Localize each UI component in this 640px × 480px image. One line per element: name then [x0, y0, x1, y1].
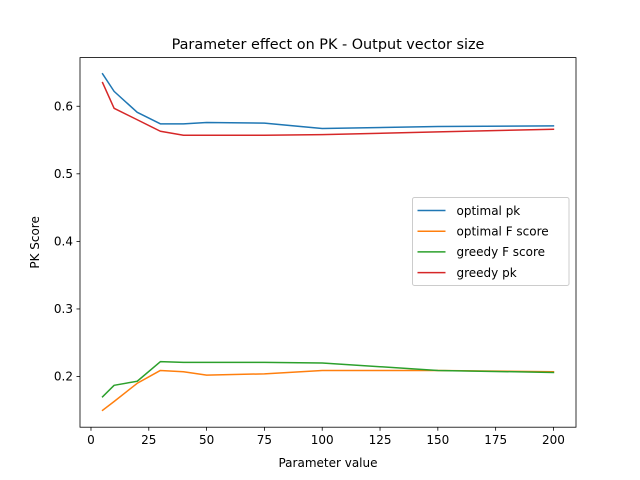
series-line-optimal-f-score — [101, 369, 555, 412]
x-tick-label: 25 — [141, 433, 156, 447]
x-axis-label: Parameter value — [278, 456, 377, 470]
x-tick-label: 50 — [199, 433, 214, 447]
legend-label: greedy pk — [457, 266, 517, 280]
series-line-greedy-f-score — [101, 360, 555, 398]
x-tick-label: 125 — [369, 433, 392, 447]
x-tick-label: 175 — [484, 433, 507, 447]
legend-label: greedy F score — [457, 245, 546, 259]
x-axis: 0 25 50 75 100 125 150 175 200 — [87, 427, 565, 447]
y-axis: 0.2 0.3 0.4 0.5 0.6 — [54, 99, 80, 384]
x-tick-label: 75 — [257, 433, 272, 447]
y-axis-label: PK Score — [28, 216, 42, 269]
legend-label: optimal pk — [457, 204, 521, 218]
y-tick-label: 0.3 — [54, 302, 73, 316]
series-line-greedy-pk — [101, 81, 555, 137]
plot-area — [101, 72, 555, 412]
legend-label: optimal F score — [457, 225, 549, 239]
x-tick-label: 0 — [87, 433, 95, 447]
x-tick-label: 100 — [311, 433, 334, 447]
legend: optimal pk optimal F score greedy F score g… — [412, 197, 570, 286]
legend-box — [412, 197, 570, 286]
series-line-optimal-pk — [101, 72, 555, 130]
x-tick-label: 150 — [426, 433, 449, 447]
y-tick-label: 0.4 — [54, 235, 73, 249]
y-tick-label: 0.6 — [54, 99, 73, 113]
chart-title: Parameter effect on PK - Output vector s… — [172, 37, 485, 53]
y-tick-label: 0.5 — [54, 167, 73, 181]
axes-frame — [79, 57, 577, 428]
x-tick-label: 200 — [542, 433, 565, 447]
y-tick-label: 0.2 — [54, 370, 73, 384]
